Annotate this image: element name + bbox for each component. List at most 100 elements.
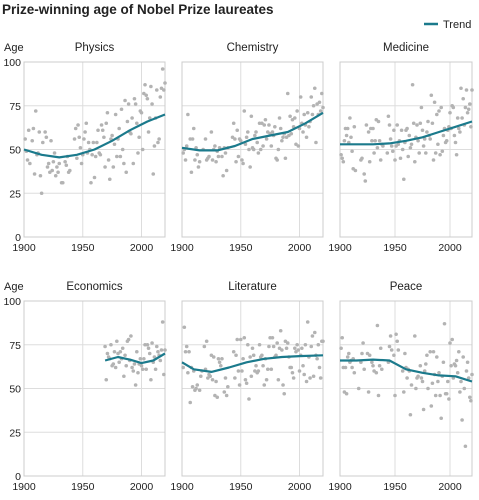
point-peace-31 [387,344,392,349]
point-peace-77 [447,397,451,401]
point-physics-97 [145,96,150,101]
ytick-label-physics-50: 50 [9,145,21,157]
point-peace-94 [465,360,470,365]
point-chemistry-7 [190,137,195,141]
point-medicine-56 [410,82,415,87]
point-economics-47 [158,358,163,363]
point-medicine-60 [415,123,419,127]
point-chemistry-38 [236,154,241,159]
panel-medicine: Medicine 1900 1950 2000 [328,42,474,254]
point-economics-2 [105,351,110,356]
point-physics-106 [156,140,160,145]
ytick-label-physics-75: 75 [9,101,21,113]
point-peace-7 [347,351,351,356]
point-peace-6 [345,355,350,359]
point-chemistry-27 [220,154,224,159]
xtick-label-physics-1950: 1950 [71,242,95,254]
point-chemistry-60 [262,123,267,127]
point-physics-103 [152,144,157,148]
point-peace-87 [458,390,462,394]
point-medicine-78 [435,112,439,117]
point-literature-36 [231,349,236,354]
point-peace-20 [367,353,372,358]
point-physics-55 [96,128,100,133]
point-peace-69 [438,393,442,398]
point-medicine-10 [350,149,354,154]
point-peace-34 [392,353,396,358]
point-literature-82 [285,341,290,345]
point-medicine-53 [407,133,412,138]
point-peace-75 [444,391,449,396]
point-medicine-67 [422,137,427,141]
point-literature-11 [194,386,198,391]
point-peace-57 [424,362,428,366]
point-peace-13 [356,386,361,391]
point-medicine-101 [460,116,464,120]
point-physics-107 [157,137,161,141]
point-literature-38 [234,353,238,358]
point-medicine-72 [428,137,433,141]
trend-line-medicine [340,120,473,146]
point-physics-70 [113,112,118,117]
point-physics-71 [115,154,119,159]
point-medicine-87 [444,138,449,143]
xtick-label-literature-1950: 1950 [229,481,253,493]
point-chemistry-110 [321,105,325,110]
point-peace-38 [396,348,401,352]
point-economics-26 [133,383,138,387]
point-medicine-64 [419,105,424,110]
ytick-label-economics-25: 25 [9,427,21,439]
point-economics-16 [122,374,126,379]
point-literature-92 [297,369,302,373]
point-economics-49 [160,320,165,324]
point-peace-25 [375,323,380,328]
point-literature-28 [216,356,221,361]
point-medicine-46 [399,128,404,133]
point-peace-78 [448,341,452,345]
point-literature-27 [215,395,220,400]
point-literature-69 [270,335,275,340]
point-literature-76 [278,328,283,333]
point-physics-38 [76,123,80,127]
point-literature-42 [238,337,243,342]
point-chemistry-3 [184,144,189,148]
point-physics-37 [75,156,79,161]
point-chemistry-18 [207,154,211,159]
point-medicine-109 [469,124,473,129]
point-chemistry-49 [249,114,254,119]
point-medicine-17 [363,179,368,183]
point-literature-37 [233,376,237,380]
point-chemistry-61 [263,117,268,122]
point-chemistry-54 [255,140,259,145]
point-medicine-70 [426,119,430,124]
point-medicine-9 [349,135,353,140]
point-peace-49 [414,386,418,391]
point-physics-41 [79,161,84,166]
point-chemistry-11 [195,152,200,157]
point-physics-35 [72,137,77,141]
point-economics-27 [135,349,139,354]
point-peace-32 [388,334,393,338]
point-chemistry-53 [254,130,258,134]
point-peace-46 [408,412,413,417]
point-literature-99 [305,320,310,324]
point-chemistry-31 [224,168,229,173]
point-physics-2 [25,158,30,162]
point-medicine-52 [406,154,411,159]
point-physics-112 [163,81,167,85]
point-medicine-94 [452,133,457,138]
point-peace-37 [395,339,400,344]
panel-chemistry: Chemistry 1900 1950 2000 [170,42,325,254]
point-chemistry-13 [197,159,202,164]
panel-literature: Literature 1900 1950 2000 [170,281,325,493]
point-physics-52 [92,175,97,180]
point-medicine-61 [416,138,420,143]
point-medicine-47 [400,147,405,152]
point-physics-49 [89,180,93,185]
point-peace-22 [371,363,375,368]
point-physics-58 [99,123,104,127]
ytick-label-physics-25: 25 [9,188,21,200]
point-medicine-66 [421,144,426,148]
point-peace-89 [460,418,464,422]
